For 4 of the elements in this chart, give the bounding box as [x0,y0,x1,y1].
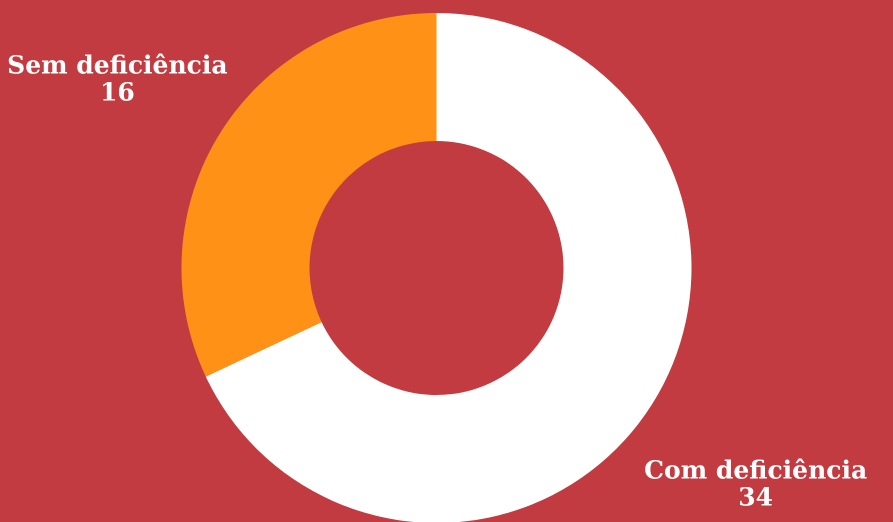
slice-label: Com deficiência [644,456,868,485]
slice-label: Sem deficiência [7,50,228,80]
data-label: 16 [100,77,135,106]
data-label: 34 [738,482,774,512]
